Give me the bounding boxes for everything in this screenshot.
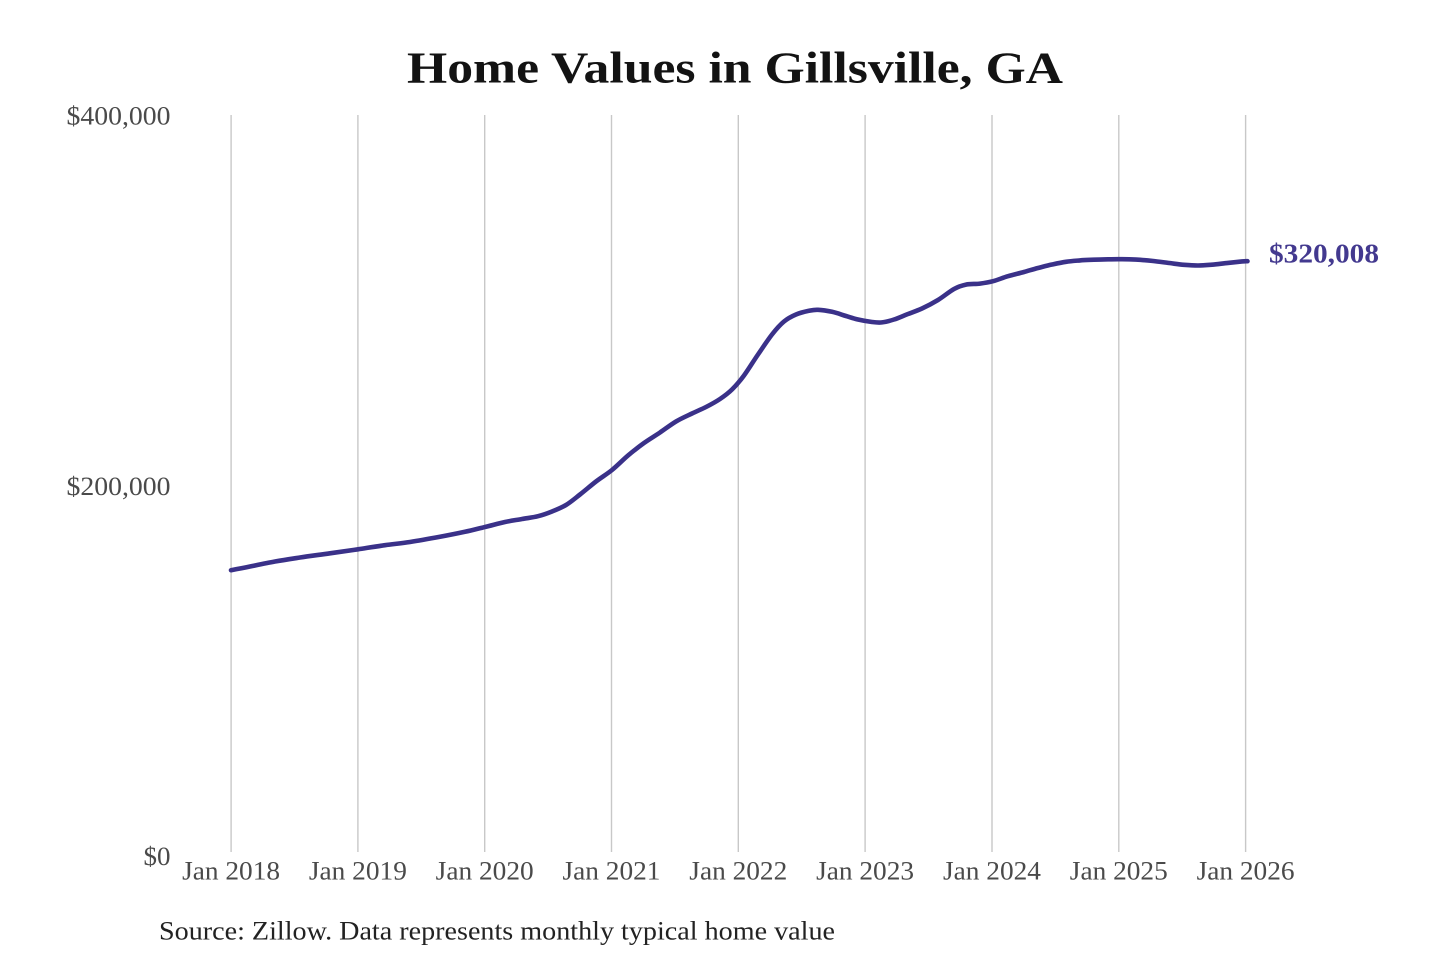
svg-text:$400,000: $400,000 [67, 101, 171, 130]
svg-text:Jan 2025: Jan 2025 [1070, 856, 1168, 885]
svg-text:Jan 2021: Jan 2021 [563, 856, 661, 885]
svg-text:Jan 2026: Jan 2026 [1197, 856, 1295, 885]
svg-text:$200,000: $200,000 [67, 472, 171, 501]
svg-text:Jan 2022: Jan 2022 [689, 856, 787, 885]
svg-text:Home Values in Gillsville, GA: Home Values in Gillsville, GA [407, 44, 1063, 93]
svg-text:$0: $0 [144, 842, 171, 871]
svg-text:Jan 2024: Jan 2024 [943, 856, 1041, 885]
svg-text:Source: Zillow. Data represent: Source: Zillow. Data represents monthly … [159, 916, 835, 945]
svg-text:Jan 2020: Jan 2020 [436, 856, 534, 885]
svg-text:Jan 2019: Jan 2019 [309, 856, 407, 885]
svg-text:Jan 2018: Jan 2018 [182, 856, 280, 885]
svg-text:Jan 2023: Jan 2023 [816, 856, 914, 885]
svg-text:$320,008: $320,008 [1269, 239, 1379, 269]
